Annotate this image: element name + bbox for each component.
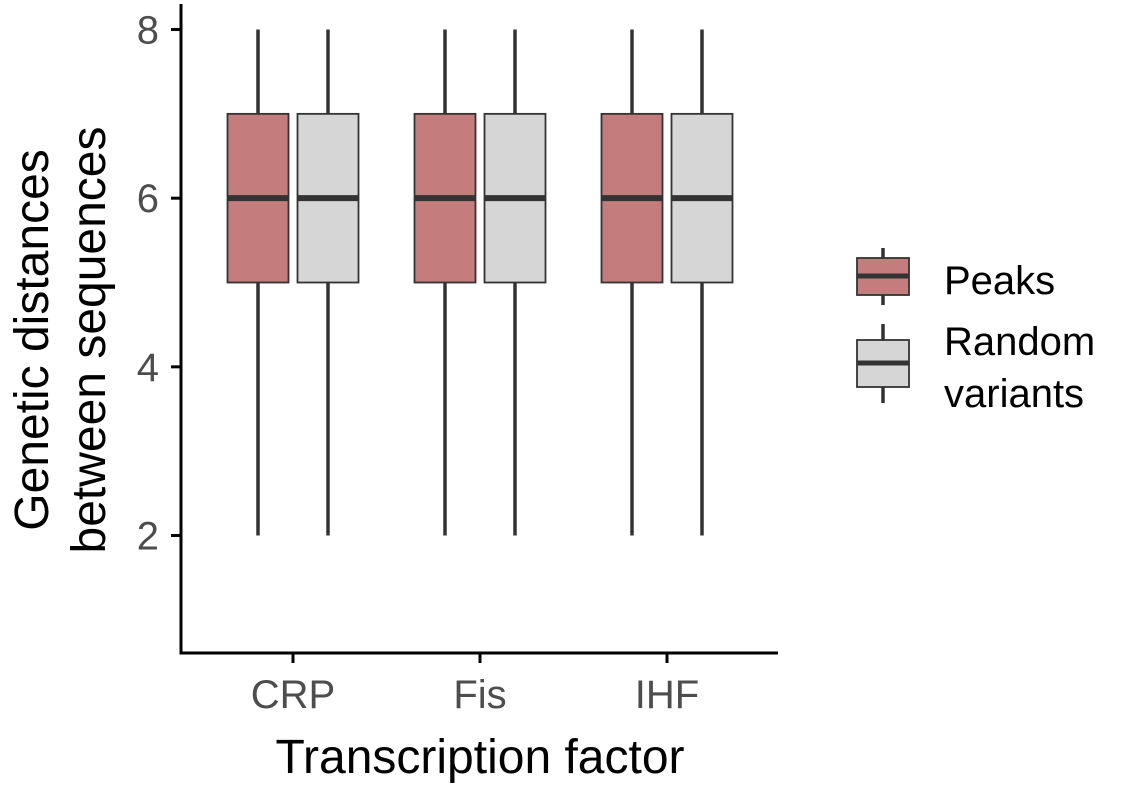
box-random-variants-ihf xyxy=(670,29,734,536)
box-peaks-fis xyxy=(413,29,477,536)
y-tick-label: 4 xyxy=(137,346,159,390)
x-axis-title: Transcription factor xyxy=(275,731,684,784)
x-ticks: CRP Fis IHF xyxy=(251,653,699,717)
legend-item-random-variants: Random variants xyxy=(856,320,1095,416)
box-random-variants-crp xyxy=(296,29,360,536)
box-peaks-crp xyxy=(226,29,290,536)
box-peaks-ihf xyxy=(600,29,664,536)
x-tick-label: IHF xyxy=(635,673,699,717)
box-random-variants-fis xyxy=(483,29,547,536)
y-tick-label: 8 xyxy=(137,9,159,53)
plot-marks xyxy=(226,29,734,536)
legend-label: Random xyxy=(944,320,1095,364)
legend: Peaks Random variants xyxy=(856,248,1095,416)
x-tick-label: CRP xyxy=(251,673,335,717)
x-tick-label: Fis xyxy=(453,673,506,717)
legend-item-peaks: Peaks xyxy=(856,248,1055,305)
y-axis-title: Genetic distances between sequences xyxy=(6,127,116,554)
legend-label: variants xyxy=(944,372,1084,416)
legend-label: Peaks xyxy=(944,259,1055,303)
y-tick-label: 2 xyxy=(137,515,159,559)
y-tick-label: 6 xyxy=(137,177,159,221)
y-axis-title-line: between sequences xyxy=(63,127,116,554)
y-ticks: 2 4 6 8 xyxy=(137,9,181,559)
y-axis-title-line: Genetic distances xyxy=(6,149,59,531)
axes xyxy=(179,4,778,655)
